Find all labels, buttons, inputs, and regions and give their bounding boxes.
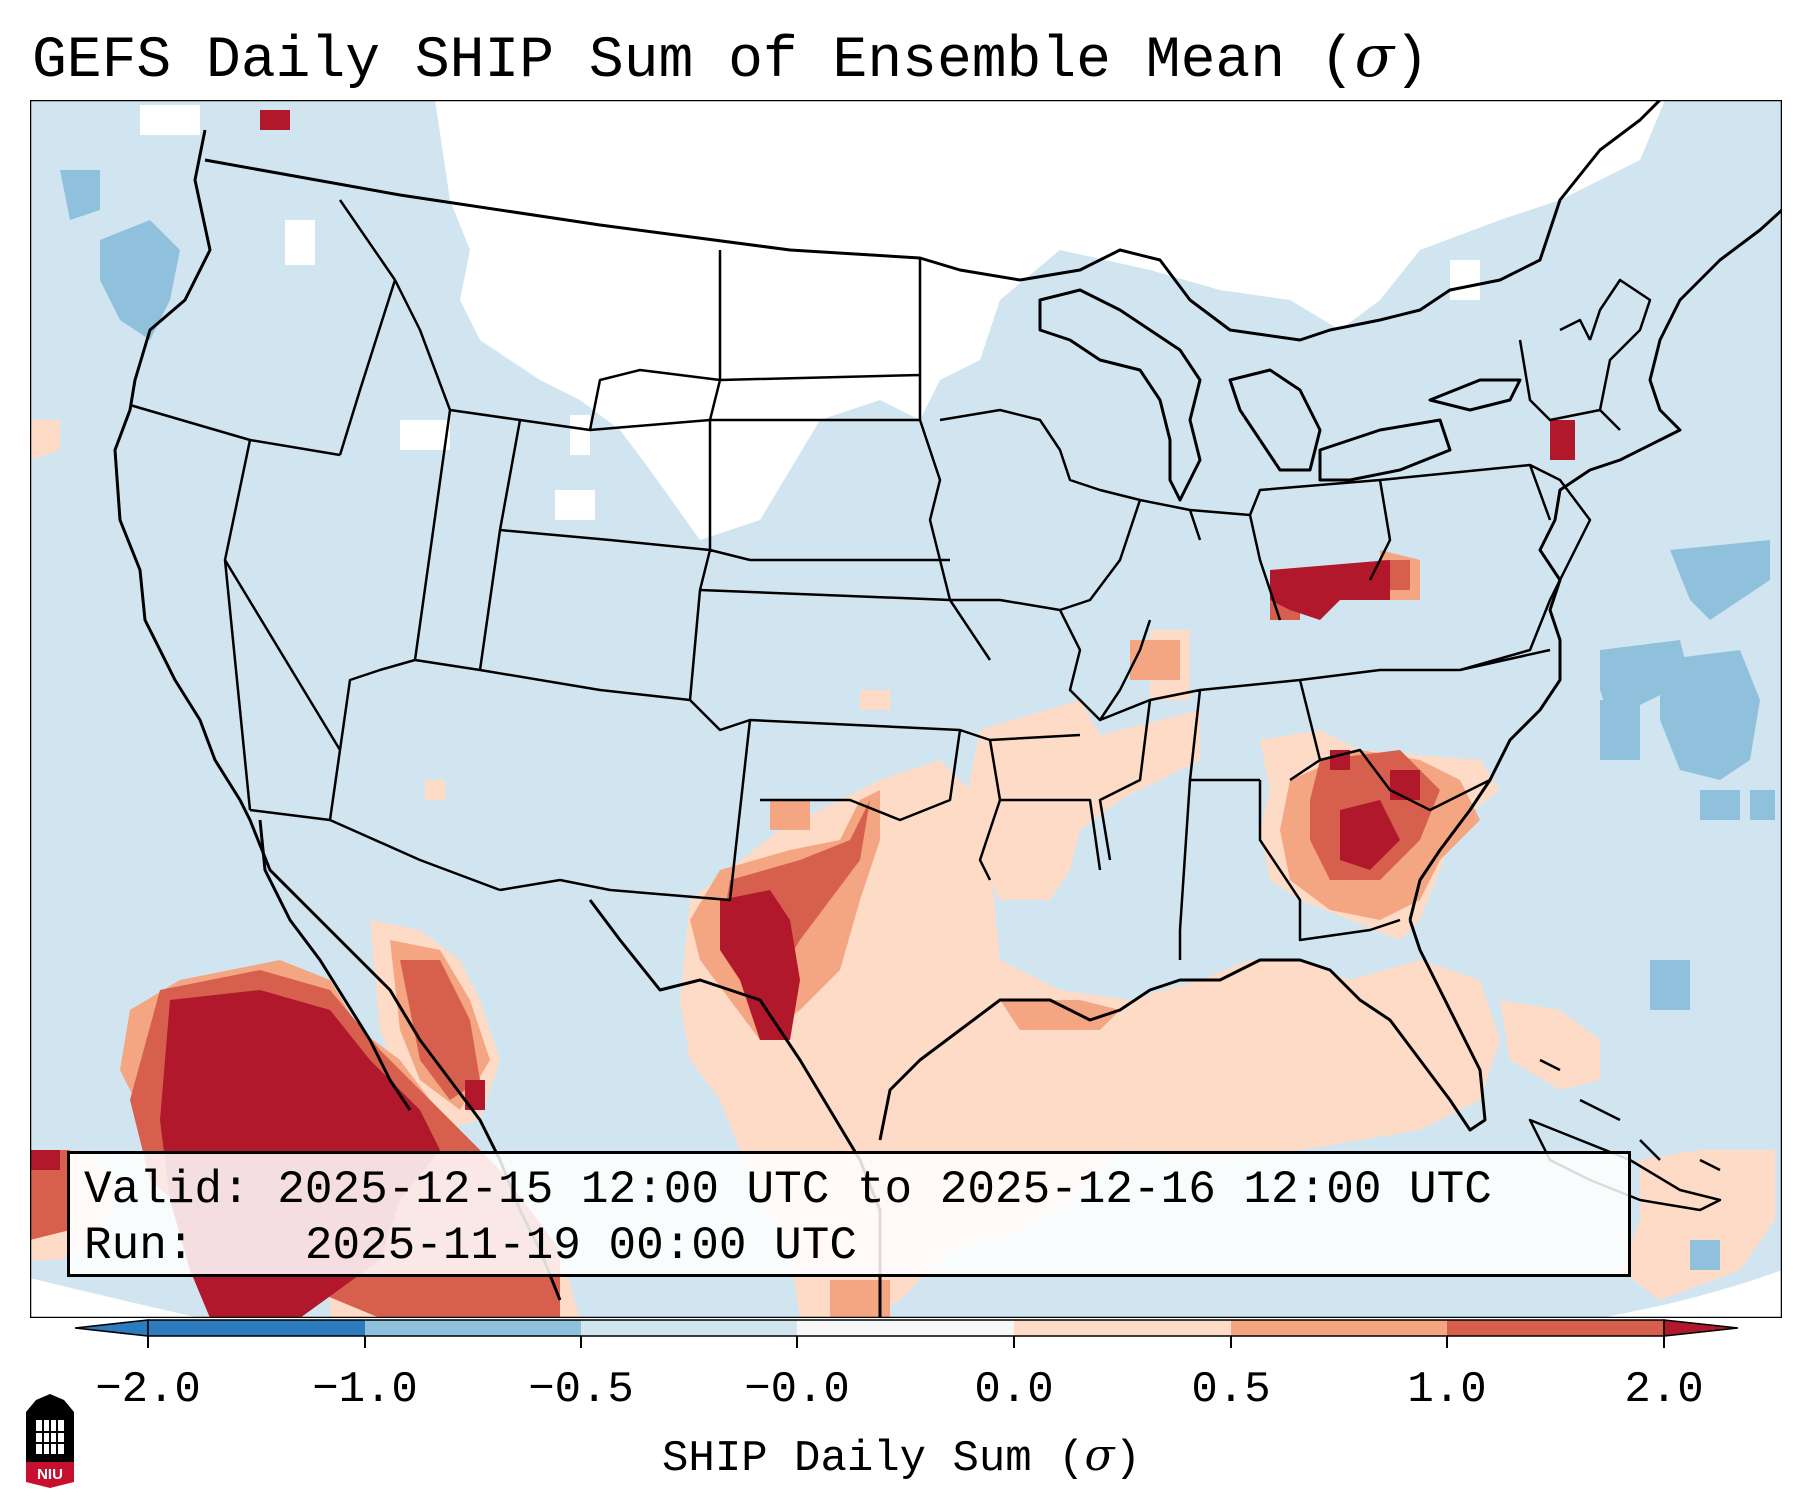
projection-corner-left xyxy=(30,1278,200,1318)
logo-text: NIU xyxy=(37,1466,63,1483)
colorbar-extend-low xyxy=(74,1319,149,1337)
colorbar-tick-label-5: 0.0 xyxy=(974,1365,1054,1415)
colorbar-tick-label-7: 1.0 xyxy=(1407,1365,1487,1415)
projection-corner-right xyxy=(1600,1270,1782,1318)
colorbar-segment-7 xyxy=(1447,1320,1664,1336)
baja-peninsula xyxy=(258,819,412,1111)
colorbar-segment-3 xyxy=(581,1320,797,1336)
colorbar-tick-label-4: −0.0 xyxy=(744,1365,850,1415)
colorbar-tick-label-2: −1.0 xyxy=(312,1365,418,1415)
canada-border xyxy=(204,100,1662,342)
colorbar-segment-5 xyxy=(1014,1320,1231,1336)
colorbar-label: SHIP Daily Sum (σ) xyxy=(662,1430,1141,1484)
valid-line: Valid: 2025-12-15 12:00 UTC to 2025-12-1… xyxy=(84,1162,1614,1218)
niu-logo: NIU xyxy=(26,1394,74,1488)
colorbar-tick-label-3: −0.5 xyxy=(528,1365,634,1415)
great-lakes xyxy=(1038,288,1522,502)
chart-title: GEFS Daily SHIP Sum of Ensemble Mean (σ) xyxy=(32,22,1430,94)
colorbar-segment-1 xyxy=(148,1320,365,1336)
negative-patches xyxy=(60,170,1775,1270)
white-northern-plains xyxy=(140,100,1665,540)
colorbar-extend-high xyxy=(1663,1319,1739,1337)
colorbar-segment-6 xyxy=(1231,1320,1447,1336)
map-layer xyxy=(30,100,1782,1318)
colorbar-tick-label-8: 2.0 xyxy=(1624,1365,1704,1415)
west-coast xyxy=(113,129,562,1301)
colorbar-tick-label-1: −2.0 xyxy=(95,1365,201,1415)
colorbar xyxy=(74,1319,1739,1348)
gulf-coast xyxy=(878,919,1487,1141)
valid-run-info-box: Valid: 2025-12-15 12:00 UTC to 2025-12-1… xyxy=(67,1151,1631,1277)
run-label: Run: xyxy=(84,1220,195,1272)
valid-label: Valid: xyxy=(84,1164,250,1216)
state-borders xyxy=(129,199,1652,960)
colorbar-tick-label-6: 0.5 xyxy=(1191,1365,1271,1415)
colorbar-outline xyxy=(147,1319,1665,1337)
bahamas xyxy=(1539,1058,1721,1172)
run-line: Run: 2025-11-19 00:00 UTC xyxy=(84,1218,1614,1274)
boundaries xyxy=(113,100,1782,1318)
valid-value: 2025-12-15 12:00 UTC to 2025-12-16 12:00… xyxy=(277,1164,1492,1216)
run-value: 2025-11-19 00:00 UTC xyxy=(304,1220,857,1272)
colorbar-segment-2 xyxy=(365,1320,581,1336)
colorbar-segment-4 xyxy=(797,1320,1014,1336)
